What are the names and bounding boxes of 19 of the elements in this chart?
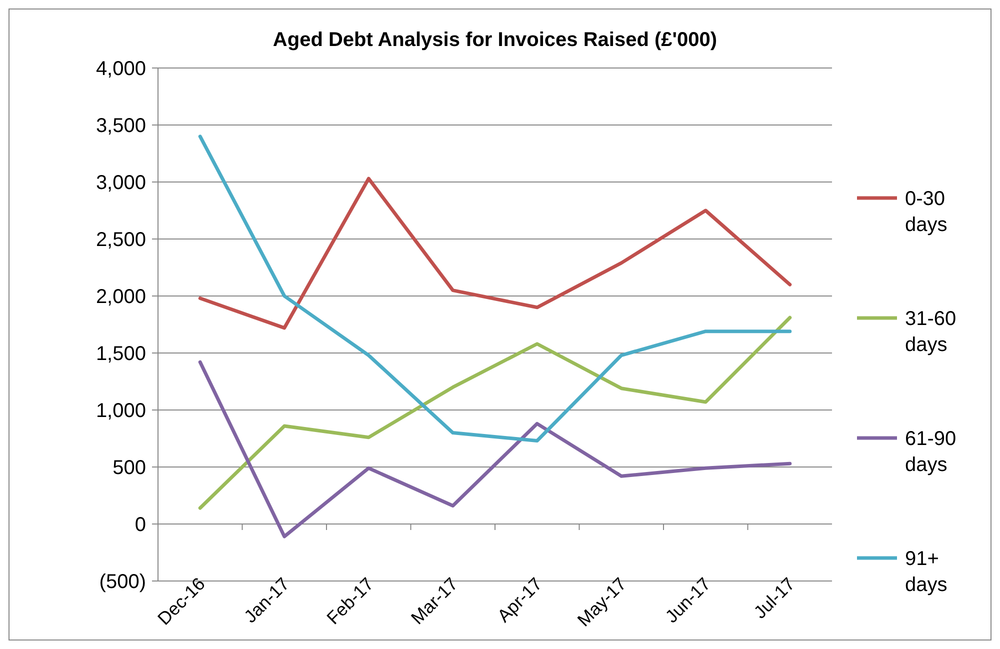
legend-label: 61-90 days (905, 428, 956, 476)
y-tick-label: 1,500 (96, 343, 146, 365)
y-tick-label: 3,500 (96, 115, 146, 137)
legend-label: 0-30 days (905, 188, 948, 236)
line-series (198, 134, 792, 443)
y-tick-label: 2,500 (96, 229, 146, 251)
y-tick-label: 4,000 (96, 58, 146, 80)
legend-label: 91+ days (905, 548, 948, 596)
y-tick-label: 0 (134, 514, 146, 536)
line-series (198, 176, 792, 330)
line-series (198, 360, 792, 538)
y-tick-label: 3,000 (96, 172, 146, 194)
y-tick-label: 1,000 (96, 400, 146, 422)
y-tick-label: 2,000 (96, 286, 146, 308)
line-series (198, 316, 792, 510)
y-tick-label: 500 (112, 457, 146, 479)
chart-title: Aged Debt Analysis for Invoices Raised (£'000) (272, 29, 718, 51)
y-tick-label: (500) (99, 571, 146, 593)
legend-label: 31-60 days (905, 308, 956, 356)
